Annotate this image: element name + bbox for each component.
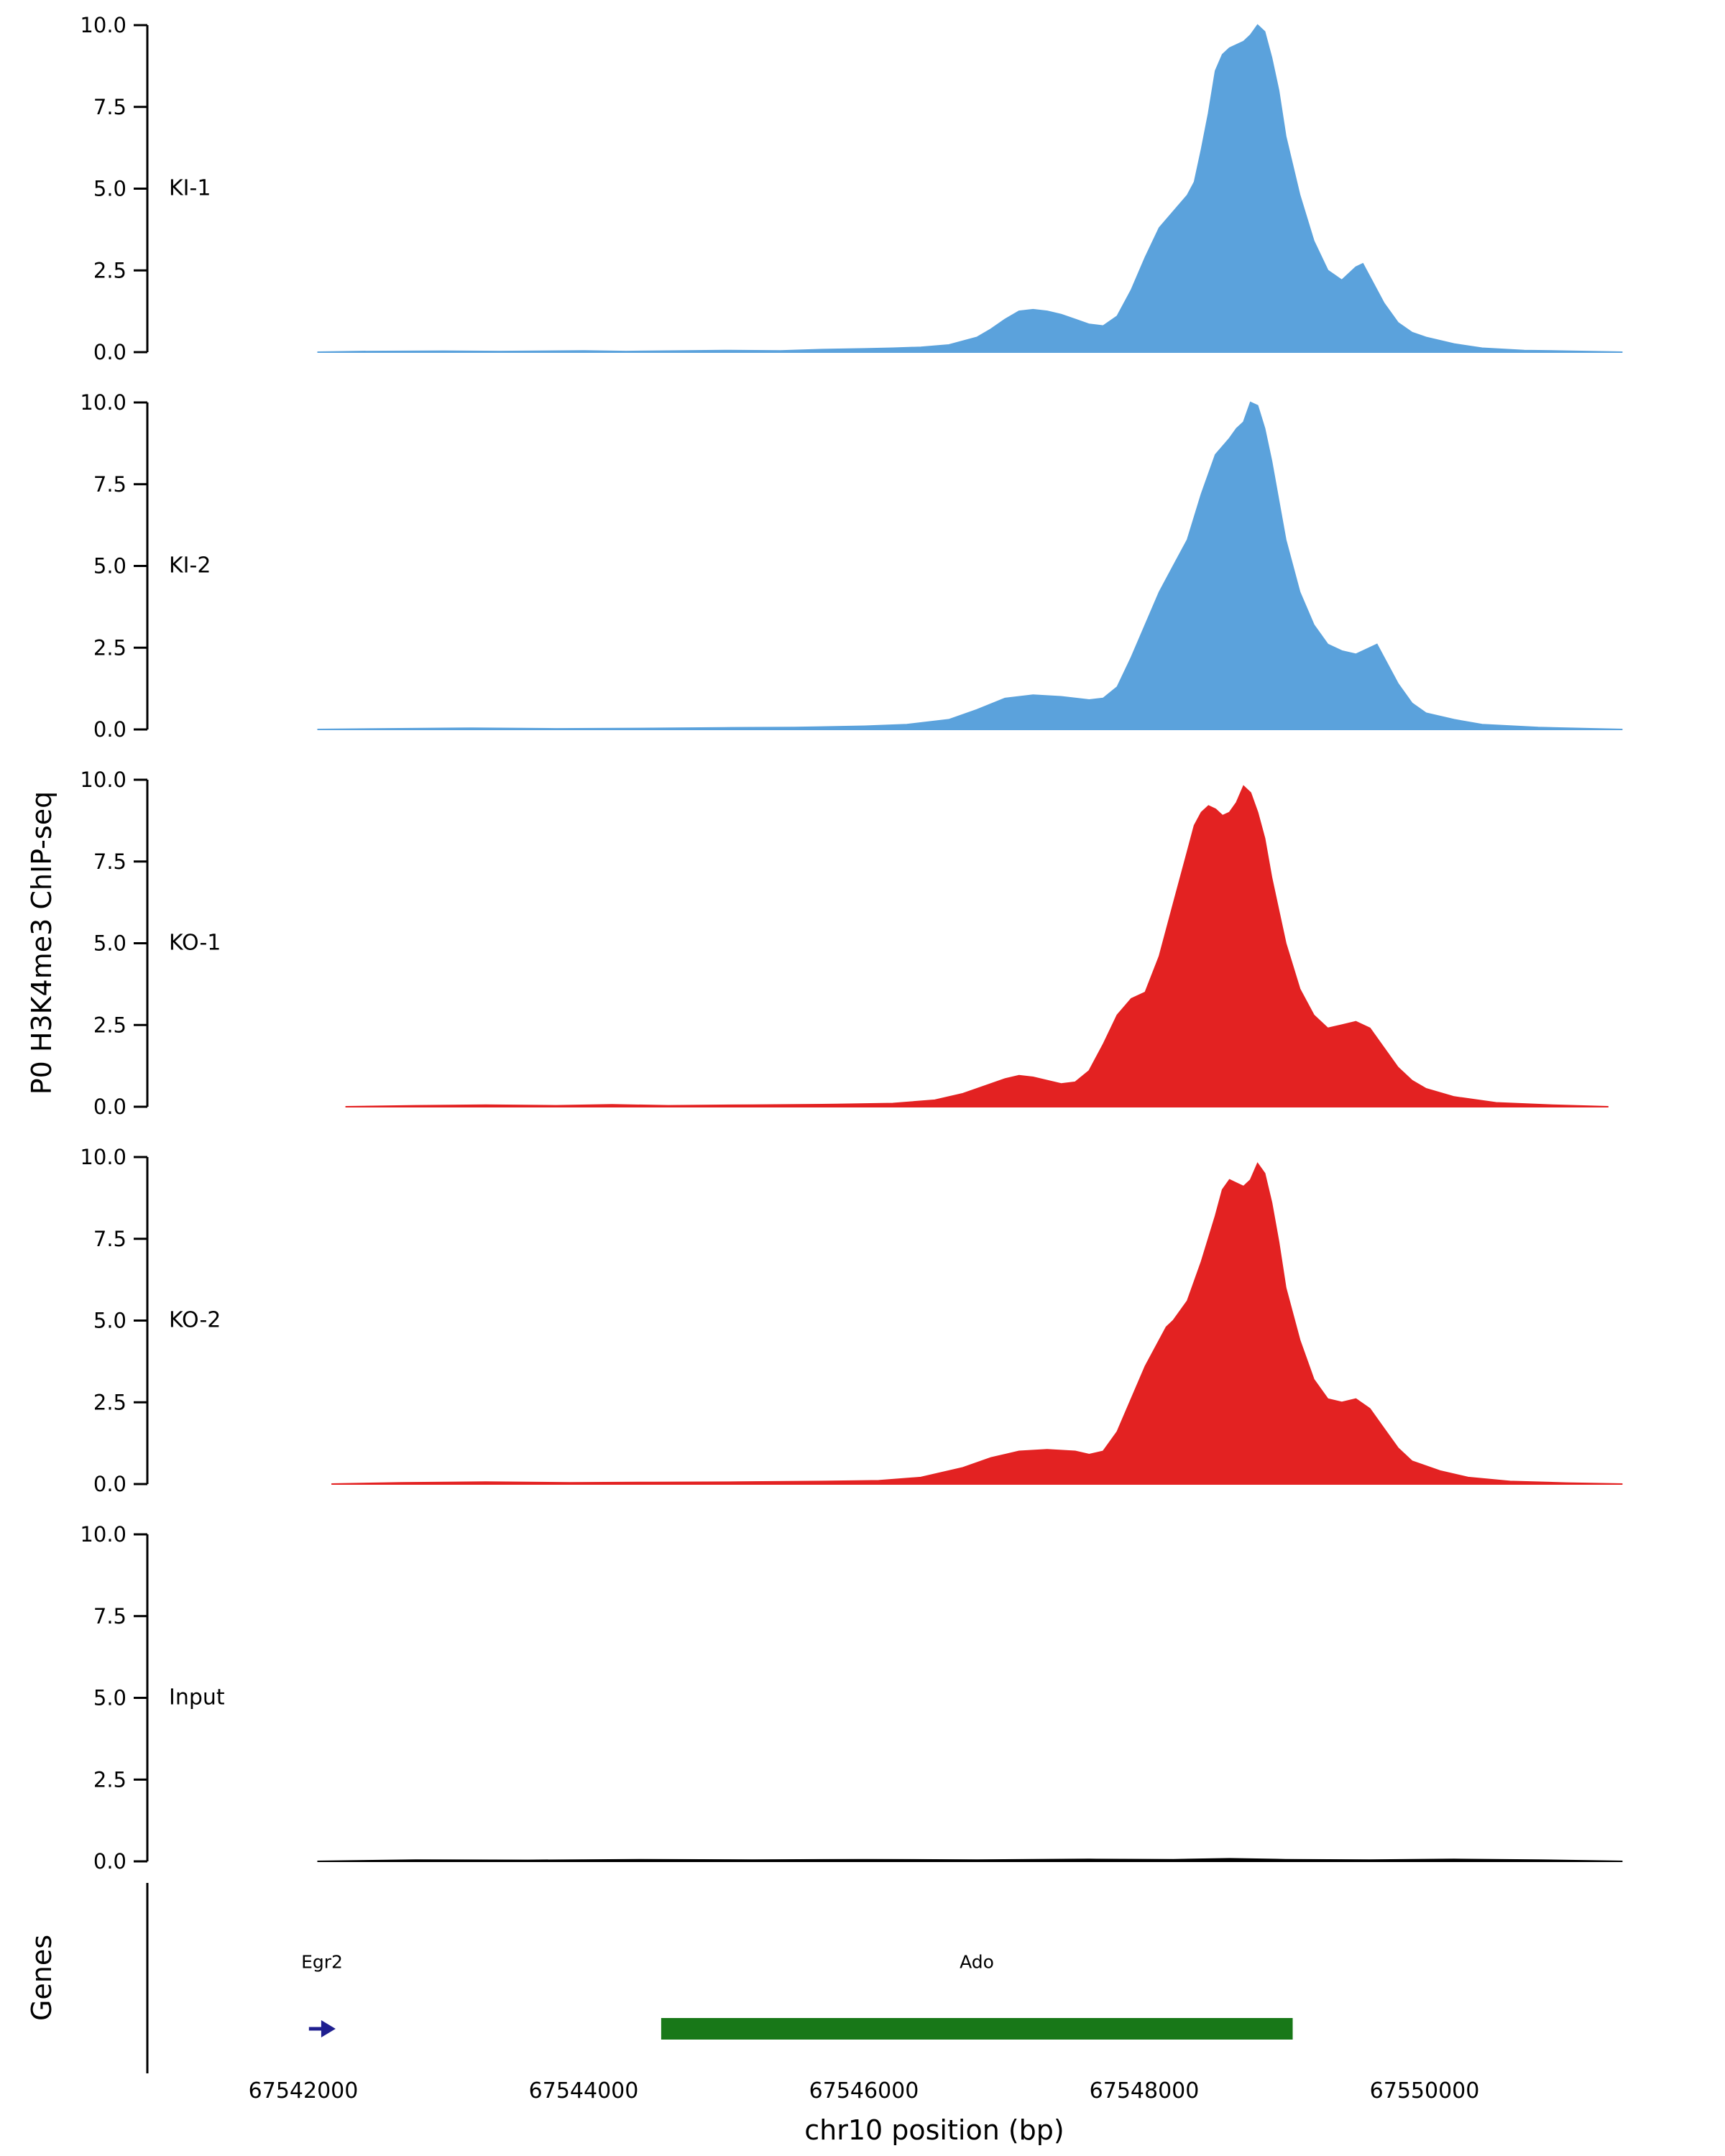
y-tick-label: 5.0	[93, 177, 126, 201]
genes-panel-label: Genes	[26, 1934, 58, 2022]
track-label-input: Input	[169, 1685, 225, 1710]
gene-label-ado: Ado	[960, 1951, 994, 1973]
gene-arrow-head-egr2	[321, 2020, 336, 2037]
gene-body-ado	[661, 2018, 1293, 2040]
y-tick-label: 5.0	[93, 1309, 126, 1333]
y-tick-label: 5.0	[93, 554, 126, 579]
signal-area-ki-1	[317, 24, 1623, 353]
track-label-ko-1: KO-1	[169, 930, 221, 956]
y-tick-label: 5.0	[93, 1686, 126, 1710]
gene-label-egr2: Egr2	[301, 1951, 343, 1973]
y-tick-label: 7.5	[93, 472, 126, 497]
y-tick-label: 10.0	[80, 1522, 126, 1547]
signal-area-ko-2	[331, 1162, 1623, 1485]
signal-area-ko-1	[345, 785, 1609, 1107]
y-tick-label: 7.5	[93, 95, 126, 119]
y-tick-label: 0.0	[93, 1849, 126, 1874]
y-axis-label: P0 H3K4me3 ChIP-seq	[26, 791, 58, 1095]
y-tick-label: 0.0	[93, 1472, 126, 1496]
y-tick-label: 7.5	[93, 1604, 126, 1628]
y-tick-label: 10.0	[80, 768, 126, 792]
y-tick-label: 10.0	[80, 13, 126, 37]
y-tick-label: 2.5	[93, 1767, 126, 1792]
y-tick-label: 10.0	[80, 1145, 126, 1169]
y-tick-label: 7.5	[93, 849, 126, 874]
track-label-ko-2: KO-2	[169, 1307, 221, 1333]
y-tick-label: 5.0	[93, 931, 126, 956]
x-tick-label-67546000: 67546000	[809, 2078, 919, 2104]
x-axis-title: chr10 position (bp)	[804, 2114, 1064, 2146]
track-label-ki-1: KI-1	[169, 175, 211, 201]
y-tick-label: 2.5	[93, 635, 126, 660]
y-tick-label: 7.5	[93, 1227, 126, 1251]
signal-area-input	[317, 1858, 1623, 1862]
signal-area-ki-2	[317, 401, 1623, 730]
y-tick-label: 2.5	[93, 1013, 126, 1037]
y-tick-label: 2.5	[93, 258, 126, 282]
x-tick-label-67550000: 67550000	[1369, 2078, 1480, 2104]
x-tick-label-67542000: 67542000	[248, 2078, 359, 2104]
y-tick-label: 0.0	[93, 1095, 126, 1119]
x-tick-label-67544000: 67544000	[528, 2078, 639, 2104]
y-tick-label: 0.0	[93, 717, 126, 742]
y-tick-label: 2.5	[93, 1390, 126, 1414]
y-tick-label: 0.0	[93, 340, 126, 364]
track-label-ki-2: KI-2	[169, 553, 211, 579]
x-tick-label-67548000: 67548000	[1089, 2078, 1200, 2104]
y-tick-label: 10.0	[80, 390, 126, 415]
